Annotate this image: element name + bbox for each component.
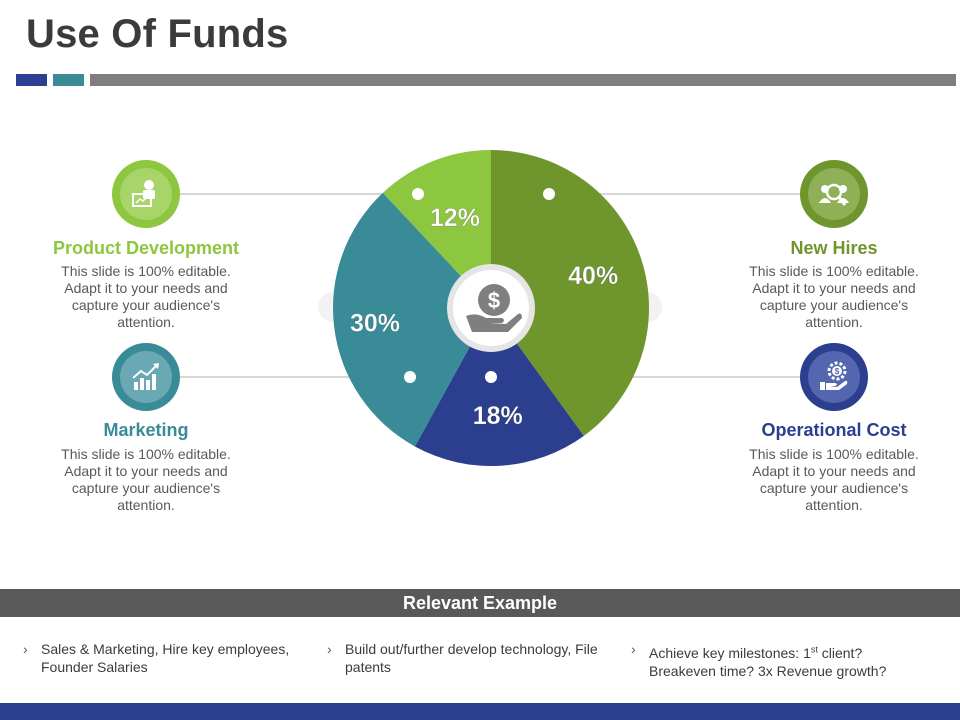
- presenter-icon: [132, 180, 155, 207]
- product-development-icon-inner: [120, 168, 172, 220]
- relevant-example-heading: Relevant Example: [0, 589, 960, 617]
- operational-cost-icon-inner: $: [808, 351, 860, 403]
- example-item-text-after: client? Breakeven time? 3x Revenue growt…: [649, 644, 887, 679]
- product-development-icon-circle: [112, 160, 180, 228]
- svg-text:$: $: [488, 288, 500, 313]
- example-item-text-before: Achieve key milestones: 1: [649, 644, 811, 661]
- category-desc-product-development: This slide is 100% editable. Adapt it to…: [61, 263, 231, 330]
- category-title-marketing: Marketing: [103, 420, 189, 440]
- accent-bar-navy: [16, 74, 47, 86]
- marketing-icon-inner: [120, 351, 172, 403]
- accent-bar-teal: [53, 74, 84, 86]
- svg-text:$: $: [835, 367, 840, 376]
- pie-slice-product-development: [382, 150, 491, 308]
- team-search-icon: [819, 183, 849, 206]
- example-item-2: › Build out/further develop technology, …: [327, 640, 620, 676]
- operational-cost-icon-circle: $: [800, 343, 868, 411]
- pie-label-new-hires: 40%: [568, 262, 618, 290]
- connector-dot-marketing: [404, 371, 416, 383]
- example-item-text: Achieve key milestones: 1st client? Brea…: [649, 644, 887, 679]
- connector-dot-new-hires: [543, 188, 555, 200]
- chevron-right-icon: ›: [631, 641, 636, 657]
- page-title: Use Of Funds: [26, 12, 289, 56]
- category-title-product-development: Product Development: [52, 238, 240, 258]
- pie-label-operational-cost: 18%: [473, 402, 523, 430]
- chevron-right-icon: ›: [23, 641, 28, 657]
- pie-slice-operational-cost: [414, 308, 584, 466]
- accent-bar-gray: [90, 74, 956, 86]
- chevron-right-icon: ›: [327, 641, 332, 657]
- gear-dollar-icon: $: [820, 361, 848, 390]
- example-item-sup: st: [810, 644, 818, 654]
- category-title-operational-cost: Operational Cost: [761, 420, 907, 440]
- pie-slice-marketing: [333, 192, 491, 447]
- category-desc-marketing: This slide is 100% editable. Adapt it to…: [61, 446, 231, 513]
- pie-label-marketing: 30%: [350, 310, 400, 338]
- example-item-3: › Achieve key milestones: 1st client? Br…: [631, 640, 924, 680]
- connector-dot-operational-cost: [485, 371, 497, 383]
- example-item-text: Build out/further develop technology, Fi…: [345, 641, 598, 675]
- footer-bar: [0, 703, 960, 720]
- category-title-new-hires: New Hires: [790, 238, 878, 258]
- new-hires-icon-circle: [800, 160, 868, 228]
- example-item-1: › Sales & Marketing, Hire key employees,…: [23, 640, 316, 676]
- category-desc-new-hires: This slide is 100% editable. Adapt it to…: [749, 263, 919, 330]
- pie-slice-new-hires: [491, 150, 649, 436]
- growth-chart-icon: [132, 363, 159, 390]
- example-item-text: Sales & Marketing, Hire key employees, F…: [41, 641, 290, 675]
- connector-dot-product-development: [412, 188, 424, 200]
- marketing-icon-circle: [112, 343, 180, 411]
- dollar-hand-icon: $: [466, 284, 522, 332]
- new-hires-icon-inner: [808, 168, 860, 220]
- category-desc-operational-cost: This slide is 100% editable. Adapt it to…: [749, 446, 919, 513]
- pie-label-product-development: 12%: [430, 204, 480, 232]
